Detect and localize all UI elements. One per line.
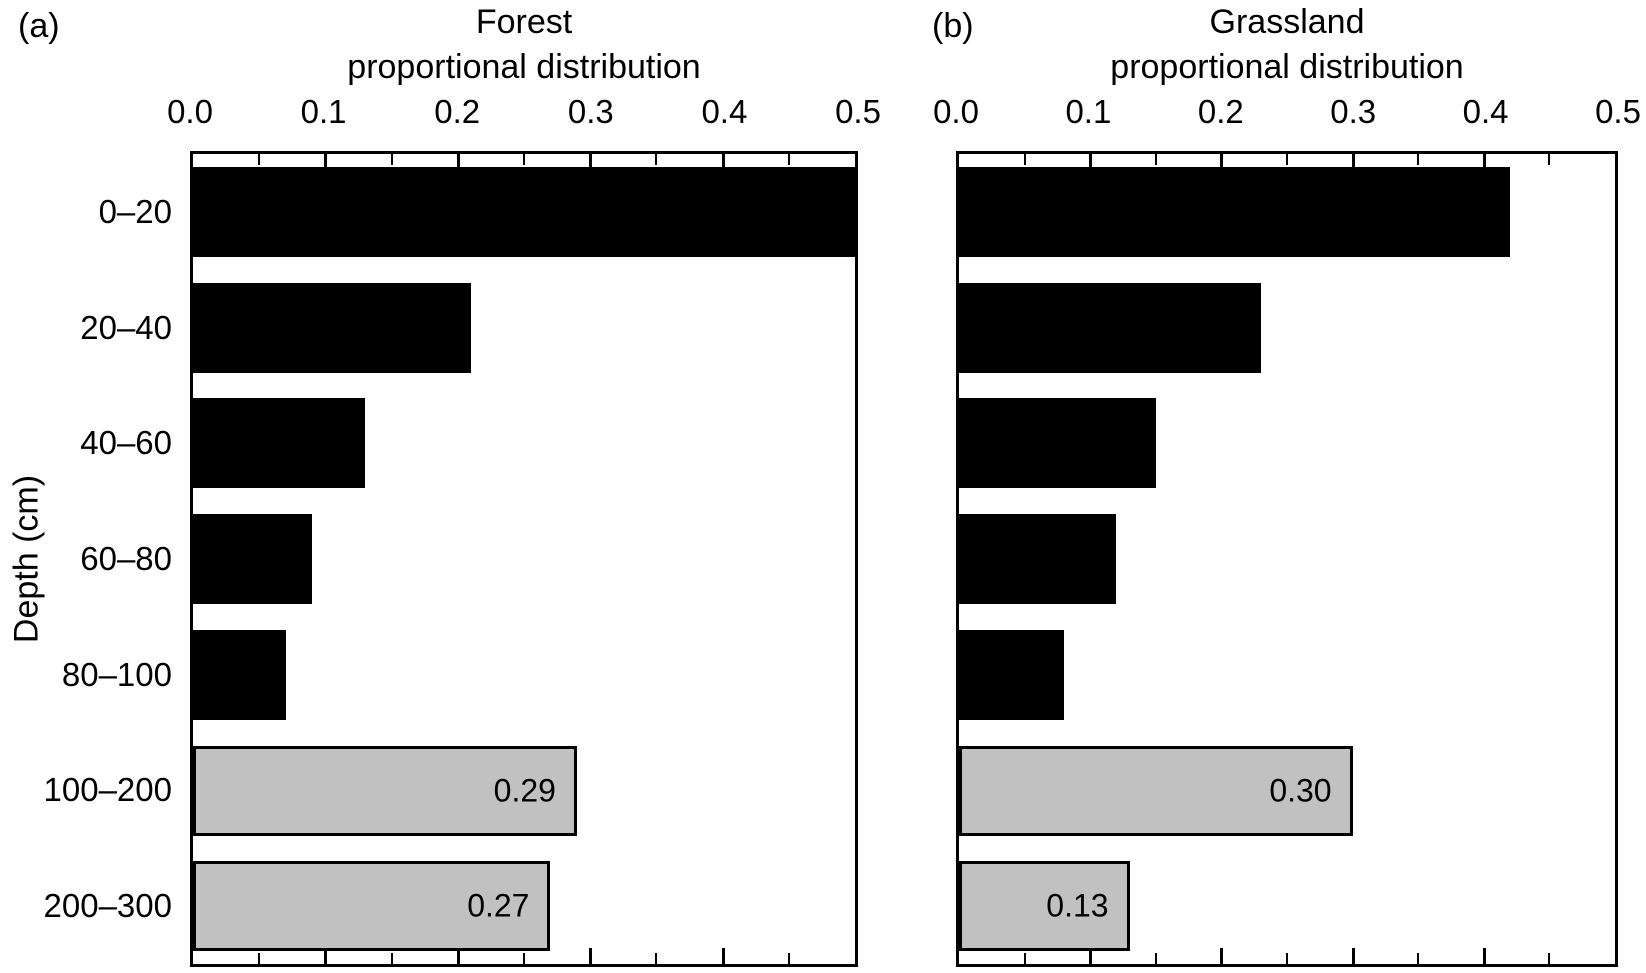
x-major-tick xyxy=(456,948,460,964)
chart-title-grassland: Grassland proportional distribution xyxy=(956,0,1618,90)
x-major-tick xyxy=(589,948,593,964)
x-minor-tick xyxy=(258,953,261,964)
bar-0-20 xyxy=(193,167,855,257)
x-tick-label: 0.0 xyxy=(167,93,213,130)
x-minor-tick xyxy=(1023,154,1026,165)
y-category-label: 20–40 xyxy=(80,309,172,346)
x-minor-tick xyxy=(1548,953,1551,964)
y-category-label: 0–20 xyxy=(98,193,172,230)
x-minor-tick xyxy=(1417,154,1420,165)
bar-80-100 xyxy=(193,629,286,720)
x-minor-tick xyxy=(1286,953,1288,964)
y-axis-label: Depth (cm) xyxy=(7,474,46,644)
x-tick-label: 0.2 xyxy=(1197,93,1244,130)
y-category-label: 80–100 xyxy=(61,656,172,693)
bar-100-200: 0.30 xyxy=(959,745,1353,836)
x-tick-label: 0.4 xyxy=(1462,93,1509,130)
x-tick-label: 0.4 xyxy=(701,93,748,130)
bar-0-20 xyxy=(959,167,1511,257)
panel-a-label: (a) xyxy=(18,7,60,45)
x-minor-tick xyxy=(787,953,790,964)
x-major-tick xyxy=(1220,948,1224,964)
chart-title-forest: Forest proportional distribution xyxy=(190,0,858,90)
x-minor-tick xyxy=(258,154,261,165)
y-category-label: 40–60 xyxy=(80,424,172,461)
x-major-tick xyxy=(324,948,328,964)
bar-40-60 xyxy=(959,398,1156,489)
x-minor-tick xyxy=(1548,154,1551,165)
y-category-label: 200–300 xyxy=(43,887,172,924)
title-line-2: proportional distribution xyxy=(347,48,701,86)
x-tick-label: 0.5 xyxy=(1595,93,1641,130)
x-minor-tick xyxy=(1154,953,1157,964)
bar-100-200: 0.29 xyxy=(193,745,577,836)
x-tick-label: 0.1 xyxy=(1065,93,1112,130)
panel-b-label: (b) xyxy=(932,7,974,45)
x-minor-tick xyxy=(390,154,393,165)
panel-a-forest: (a) Forest proportional distribution Dep… xyxy=(7,0,881,967)
bar-20-40 xyxy=(193,282,472,373)
title-line-2: proportional distribution xyxy=(1110,48,1464,86)
title-line-1: Forest xyxy=(475,3,573,41)
x-major-tick xyxy=(456,154,460,170)
x-major-tick xyxy=(1089,154,1093,170)
x-minor-tick xyxy=(390,953,393,964)
plot-area-grassland: 0.30 0.13 xyxy=(956,151,1618,967)
title-line-1: Grassland xyxy=(1209,3,1365,41)
bar-20-40 xyxy=(959,282,1261,373)
x-tick-label: 0.1 xyxy=(300,93,347,130)
x-major-tick xyxy=(324,154,328,170)
x-tick-label: 0.5 xyxy=(835,93,881,130)
bar-value-label: 0.30 xyxy=(1269,772,1332,809)
bar-40-60 xyxy=(193,398,366,489)
x-minor-tick xyxy=(523,154,525,165)
x-major-tick xyxy=(721,154,725,170)
x-major-tick xyxy=(1089,948,1093,964)
x-major-tick xyxy=(1482,948,1486,964)
x-major-tick xyxy=(589,154,593,170)
x-minor-tick xyxy=(787,154,790,165)
x-minor-tick xyxy=(1417,953,1420,964)
x-minor-tick xyxy=(523,953,525,964)
x-major-tick xyxy=(1351,948,1355,964)
x-major-tick xyxy=(1220,154,1224,170)
x-tick-label: 0.2 xyxy=(434,93,481,130)
plot-area-forest: 0.29 0.27 xyxy=(190,151,858,967)
y-category-label: 100–200 xyxy=(43,771,172,808)
x-minor-tick xyxy=(1023,953,1026,964)
bar-value-label: 0.27 xyxy=(467,887,530,924)
bar-200-300: 0.13 xyxy=(959,861,1130,952)
x-minor-tick xyxy=(655,953,658,964)
bar-value-label: 0.29 xyxy=(493,772,556,809)
x-tick-label: 0.3 xyxy=(567,93,614,130)
bar-80-100 xyxy=(959,629,1064,720)
x-tick-label: 0.3 xyxy=(1330,93,1377,130)
panel-b-grassland: (b) Grassland proportional distribution … xyxy=(898,0,1646,973)
x-minor-tick xyxy=(1286,154,1288,165)
x-minor-tick xyxy=(655,154,658,165)
bar-value-label: 0.13 xyxy=(1046,887,1109,924)
x-major-tick xyxy=(721,948,725,964)
bar-60-80 xyxy=(959,514,1117,605)
bar-60-80 xyxy=(193,514,313,605)
x-minor-tick xyxy=(1154,154,1157,165)
bar-200-300: 0.27 xyxy=(193,861,551,952)
x-major-tick xyxy=(1351,154,1355,170)
x-major-tick xyxy=(1482,154,1486,170)
x-tick-label: 0.0 xyxy=(933,93,979,130)
